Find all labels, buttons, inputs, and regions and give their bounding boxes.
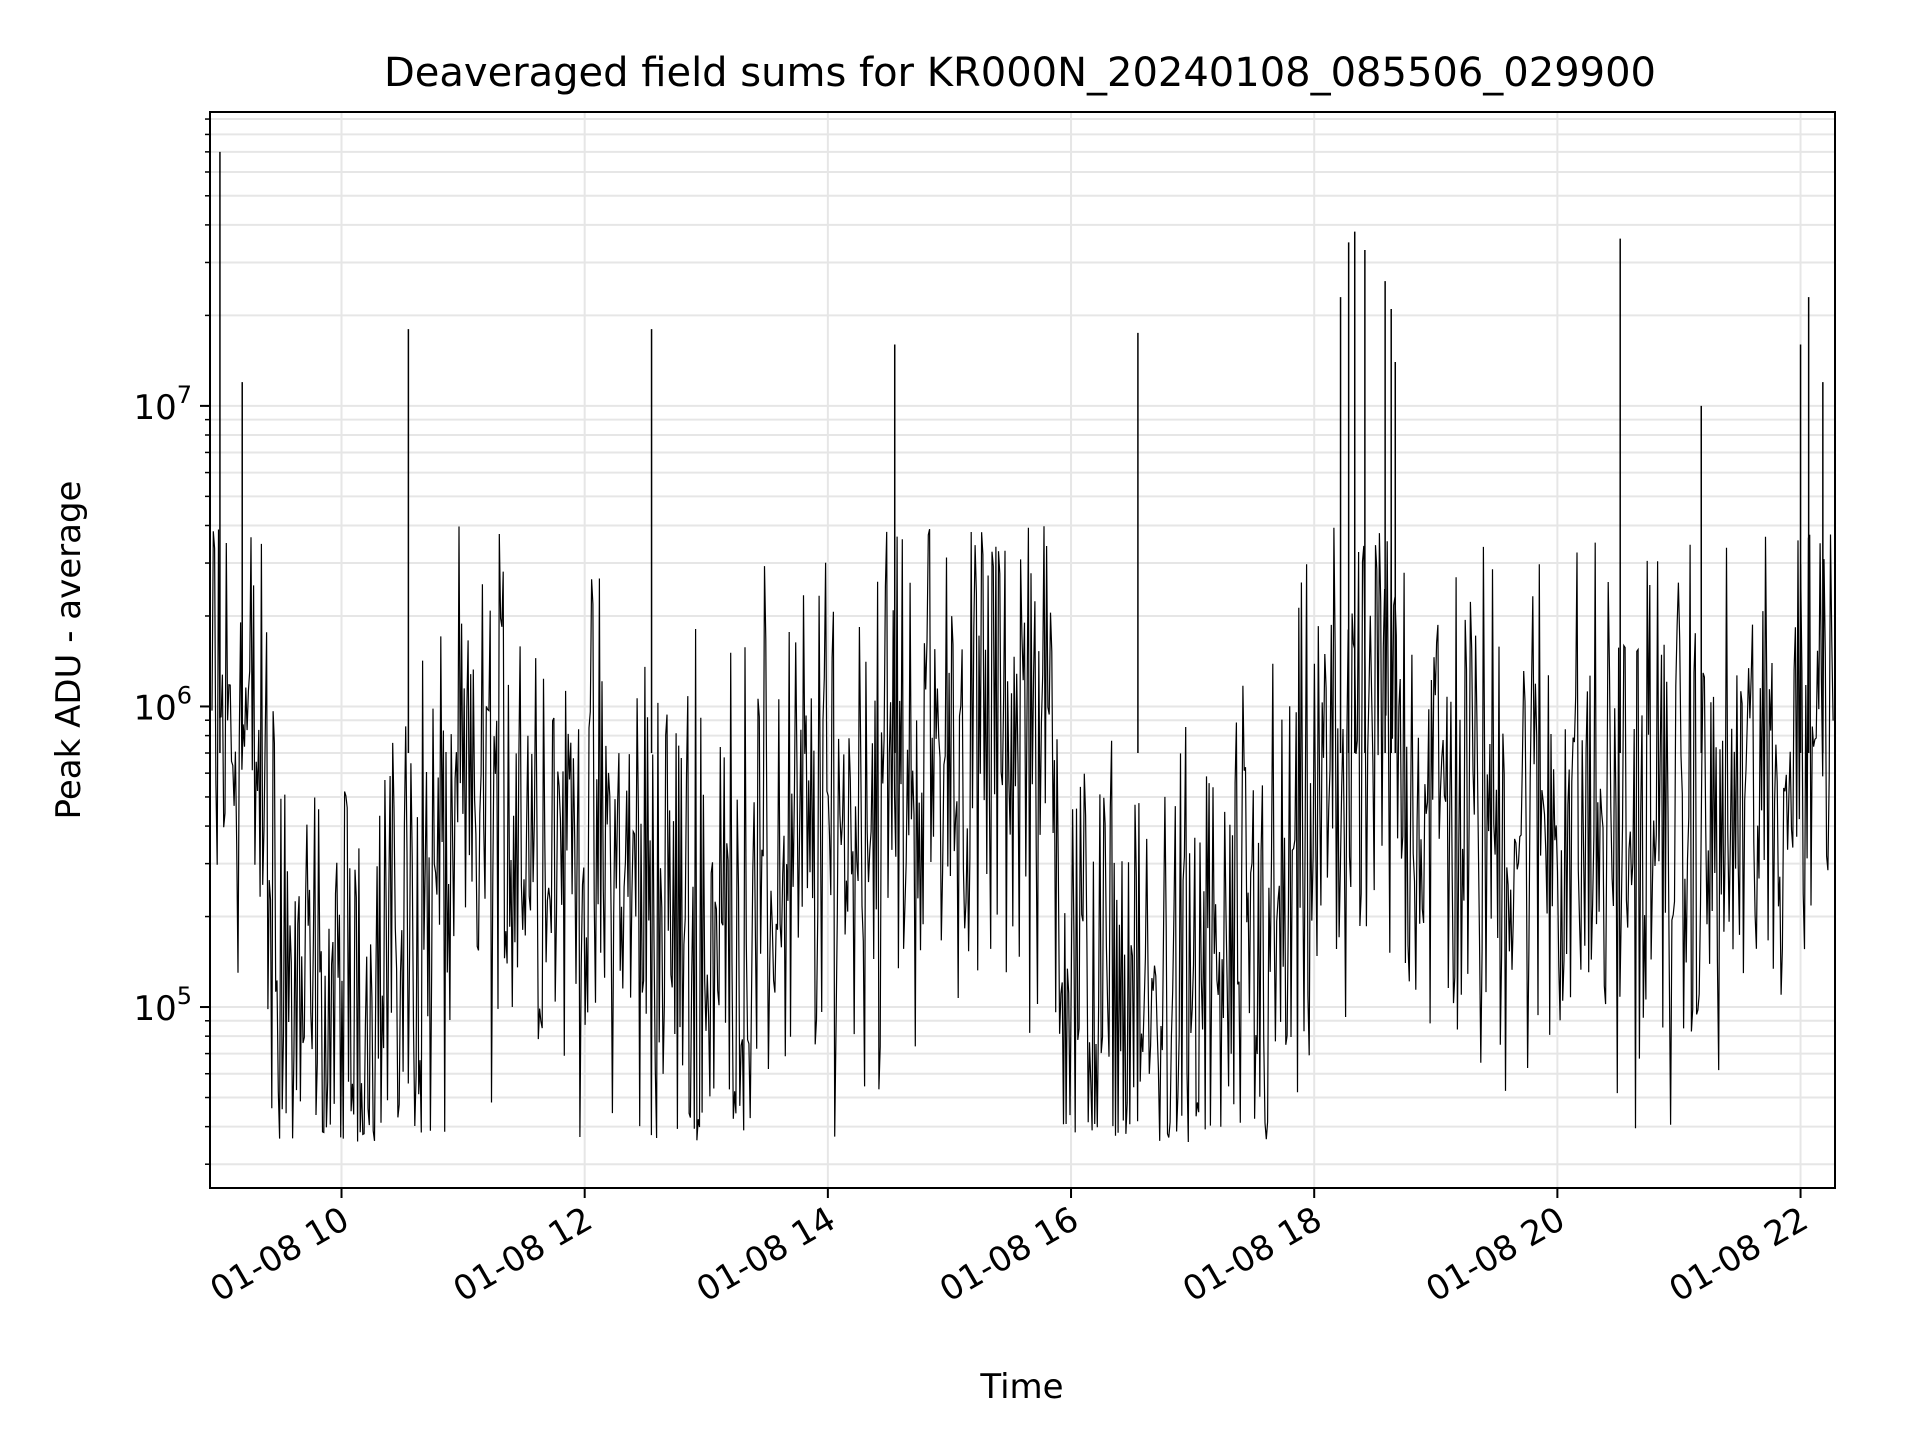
spike-lines: [219, 151, 1824, 754]
x-tick-label: 01-08 14: [690, 1199, 842, 1310]
y-tick-label: 106: [133, 681, 192, 728]
y-tick-label: 105: [133, 982, 192, 1029]
series-line: [211, 526, 1834, 1143]
plot-frame: [209, 111, 1836, 1189]
x-tick-label: 01-08 20: [1419, 1199, 1571, 1310]
series-lines: [211, 526, 1834, 1143]
x-axis: 01-08 10 01-08 12 01-08 14 01-08 16 01-08 18…: [204, 1188, 1815, 1310]
y-tick-label: 107: [133, 381, 192, 428]
y-axis-label: Peak ADU - average: [49, 481, 89, 820]
x-axis-label: Time: [979, 1367, 1063, 1407]
x-tick-label: 01-08 12: [447, 1199, 599, 1310]
x-tick-label: 01-08 18: [1176, 1199, 1328, 1310]
y-axis: 105 106 107: [133, 118, 210, 1165]
chart-title: Deaveraged field sums for KR000N_2024010…: [384, 50, 1656, 96]
x-tick-label: 01-08 16: [933, 1199, 1085, 1310]
x-tick-label: 01-08 10: [204, 1199, 356, 1310]
x-tick-label: 01-08 22: [1663, 1199, 1815, 1310]
